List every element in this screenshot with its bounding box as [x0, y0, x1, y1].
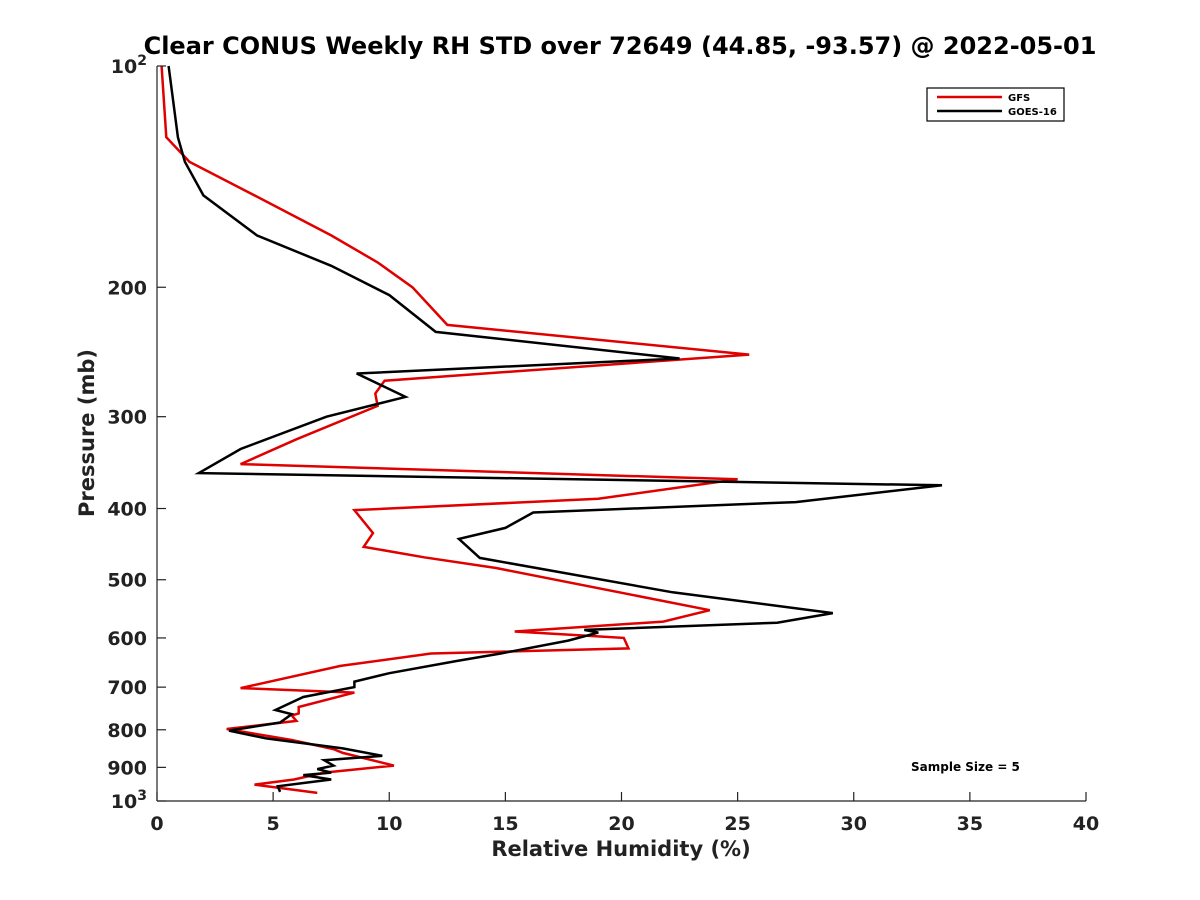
y-tick-base: 10 — [111, 56, 137, 78]
legend-label-gfs: GFS — [1008, 93, 1030, 104]
x-tick-label: 40 — [1073, 813, 1099, 835]
x-tick-label: 0 — [150, 813, 163, 835]
legend-box — [926, 87, 1065, 122]
plot-area — [156, 65, 1086, 802]
y-tick-exponent: 2 — [137, 53, 147, 69]
x-tick-label: 35 — [957, 813, 983, 835]
x-tick-label: 15 — [492, 813, 518, 835]
series-layer — [160, 65, 943, 795]
legend-label-goes16: GOES-16 — [1008, 107, 1057, 118]
y-tick-label: 102 — [111, 53, 147, 78]
y-tick-label: 600 — [107, 628, 147, 650]
y-tick-base: 10 — [111, 791, 137, 813]
y-tick-label: 500 — [107, 570, 147, 592]
legend: GFS GOES-16 — [926, 87, 1065, 122]
x-tick-label: 5 — [267, 813, 280, 835]
y-tick-label: 300 — [107, 407, 147, 429]
y-tick-label: 200 — [107, 277, 147, 299]
series-line-gfs — [160, 65, 750, 795]
y-tick-label: 400 — [107, 499, 147, 521]
x-tick-label: 20 — [608, 813, 634, 835]
y-axis-label: Pressure (mb) — [75, 349, 99, 517]
chart-title: Clear CONUS Weekly RH STD over 72649 (44… — [144, 32, 1097, 60]
y-tick-exponent: 3 — [137, 788, 147, 804]
x-tick-label: 25 — [724, 813, 750, 835]
y-tick-label: 900 — [107, 757, 147, 779]
y-tick-label: 700 — [107, 677, 147, 699]
y-tick-label: 103 — [111, 788, 147, 813]
y-tick-label: 800 — [107, 720, 147, 742]
x-tick-label: 30 — [841, 813, 867, 835]
x-ticks: 0 5 10 15 20 25 30 35 40 — [150, 792, 1099, 835]
series-line-goes16 — [167, 65, 943, 793]
sample-size-annotation: Sample Size = 5 — [911, 760, 1020, 774]
x-tick-label: 10 — [376, 813, 402, 835]
x-axis-label: Relative Humidity (%) — [491, 837, 750, 861]
